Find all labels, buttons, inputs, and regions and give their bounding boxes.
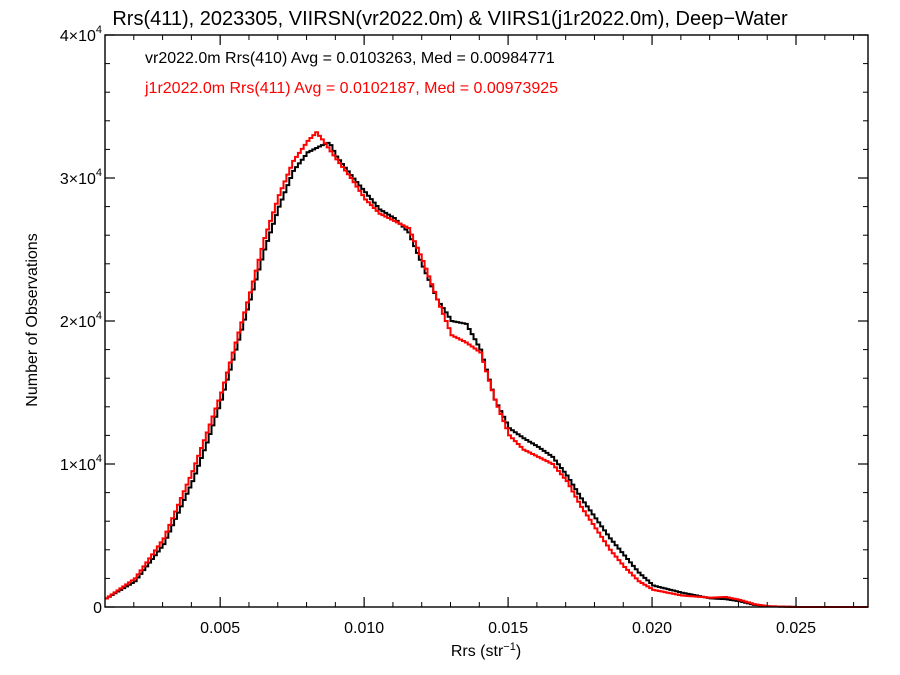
series-line-j1r2022 bbox=[105, 131, 868, 608]
chart-title: Rrs(411), 2023305, VIIRSN(vr2022.0m) & V… bbox=[112, 8, 788, 30]
x-tick-label: 0.020 bbox=[632, 620, 672, 637]
y-tick-label: 1×104 bbox=[60, 453, 102, 474]
y-tick-label: 4×104 bbox=[60, 24, 102, 45]
x-axis-label: Rrs (str−1) bbox=[451, 641, 521, 660]
y-tick-label: 3×104 bbox=[60, 167, 102, 188]
y-axis-label: Number of Observations bbox=[24, 233, 41, 406]
y-tick-label: 2×104 bbox=[60, 310, 102, 331]
x-tick-label: 0.015 bbox=[488, 620, 528, 637]
legend-entry-j1r2022: j1r2022.0m Rrs(411) Avg = 0.0102187, Med… bbox=[144, 80, 558, 97]
x-tick-label: 0.025 bbox=[776, 620, 816, 637]
x-tick-label: 0.010 bbox=[344, 620, 384, 637]
legend-entry-vr2022: vr2022.0m Rrs(410) Avg = 0.0103263, Med … bbox=[145, 50, 555, 67]
x-tick-label: 0.005 bbox=[200, 620, 240, 637]
series-group bbox=[105, 131, 868, 608]
axis-ticks: 0.005 0.010 0.015 0.020 0.025 0 1×104 2×104 3×10… bbox=[60, 24, 868, 637]
y-tick-label: 0 bbox=[93, 600, 102, 617]
